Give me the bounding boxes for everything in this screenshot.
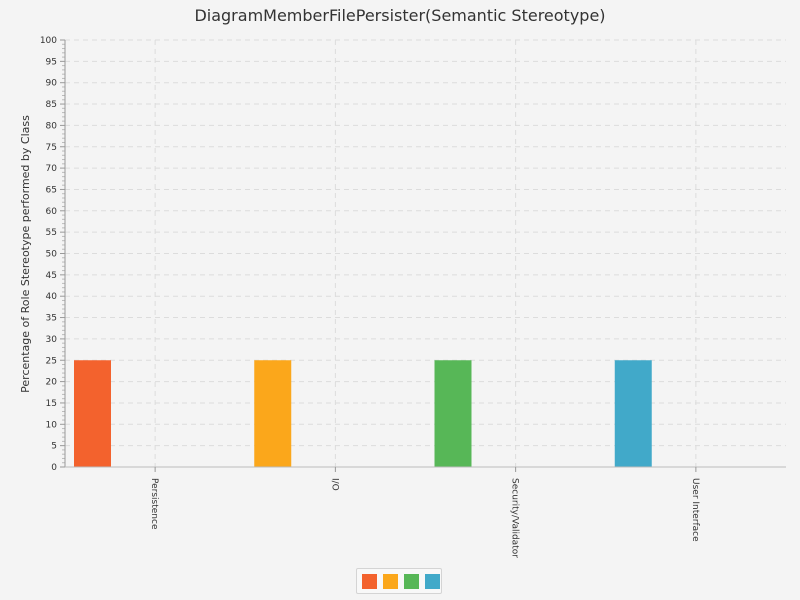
y-tick-label: 0 [51, 463, 57, 473]
chart-title: DiagramMemberFilePersister(Semantic Ster… [194, 6, 606, 25]
y-tick-label: 90 [46, 79, 58, 89]
bar-security-validator [434, 360, 472, 467]
x-category-label: Security/Validator [510, 478, 520, 558]
y-tick-label: 15 [46, 399, 57, 409]
legend-swatch [362, 574, 377, 589]
x-category-labels: Persistence I/O Security/Validator User Int… [149, 478, 700, 558]
y-tick-label: 5 [51, 442, 57, 452]
legend-swatch [404, 574, 419, 589]
y-tick-label: 20 [46, 378, 58, 388]
y-tick-label: 70 [46, 164, 58, 174]
y-tick-label: 25 [46, 356, 57, 366]
y-tick-label: 40 [46, 292, 58, 302]
y-tick-label: 10 [46, 420, 58, 430]
axes [60, 39, 786, 472]
legend-swatch [425, 574, 440, 589]
y-tick-label: 75 [46, 143, 57, 153]
y-tick-label: 50 [46, 250, 58, 260]
x-category-label: Persistence [149, 478, 159, 530]
y-tick-label: 85 [46, 100, 57, 110]
y-tick-label: 95 [46, 57, 57, 67]
bar-i-o [254, 360, 292, 467]
y-tick-label: 100 [40, 36, 57, 46]
y-tick-label: 35 [46, 314, 57, 324]
grid-lines [65, 39, 786, 467]
bars [74, 360, 652, 467]
y-tick-label: 60 [46, 207, 58, 217]
y-tick-label: 55 [46, 228, 57, 238]
y-tick-label: 80 [46, 121, 58, 131]
x-category-label: I/O [329, 478, 339, 491]
y-tick-label: 45 [46, 271, 57, 281]
y-tick-label: 30 [46, 335, 58, 345]
legend-swatch [383, 574, 398, 589]
bar-persistence [74, 360, 111, 467]
y-tick-label: 65 [46, 185, 57, 195]
legend [356, 568, 442, 594]
y-tick-labels: 0 5 10 15 20 25 30 35 40 45 50 55 60 65 70 75 80 85 90 95 10… [40, 36, 57, 473]
x-category-label: User Interface [690, 478, 700, 542]
y-axis-label: Percentage of Role Stereotype performed … [19, 115, 32, 393]
bar-user-interface [614, 360, 652, 467]
